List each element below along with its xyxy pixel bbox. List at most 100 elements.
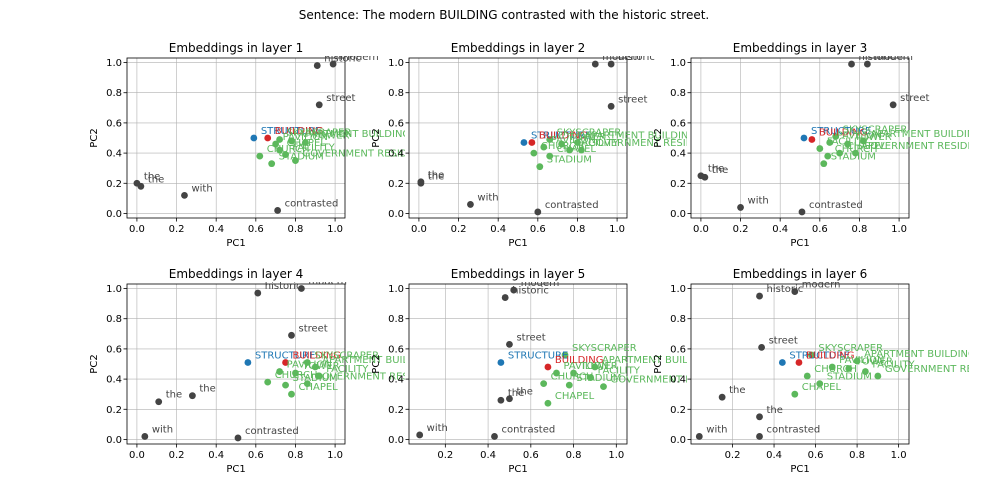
data-label: historic (512, 286, 549, 297)
y-tick-label: 0.2 (388, 405, 404, 416)
data-label: APARTMENT BUILDING (322, 355, 434, 366)
data-label: TOWER (301, 361, 339, 372)
data-label: FACILITY (872, 360, 915, 371)
y-tick-label: 1.0 (388, 58, 404, 69)
data-point (791, 288, 799, 295)
data-label: the (428, 170, 444, 181)
chart-title: Embeddings in layer 2 (451, 41, 585, 55)
data-label: street (326, 93, 355, 104)
data-point (141, 433, 149, 440)
x-tick-label: 0.0 (411, 224, 427, 235)
data-point (546, 136, 554, 143)
data-label: FACILITY (577, 138, 620, 149)
data-label: with (152, 424, 173, 435)
data-label: the (428, 171, 444, 182)
y-tick-label: 0.0 (106, 435, 122, 446)
plot-frame (408, 283, 628, 445)
data-label: SKYSCRAPER (557, 128, 622, 139)
data-points (417, 60, 615, 216)
data-label: FACILITY (326, 364, 369, 375)
data-point (826, 139, 834, 146)
data-point (574, 139, 581, 146)
data-label: CHAPEL (802, 382, 842, 393)
x-tick-label: 1.0 (327, 224, 343, 235)
data-point (824, 152, 832, 160)
data-point (852, 149, 859, 157)
y-tick-label: 0.6 (670, 118, 686, 129)
x-tick-label: 0.6 (530, 224, 546, 235)
data-label: FACILITY (827, 137, 870, 148)
data-label: PAVILION (837, 131, 882, 142)
y-tick-label: 0.0 (106, 209, 122, 220)
data-point (558, 140, 565, 148)
y-axis-label: PC2 (371, 128, 382, 147)
data-point (848, 60, 855, 68)
x-tick-label: 0.0 (129, 224, 145, 235)
y-tick-label: 0.4 (670, 149, 686, 160)
data-point (874, 372, 882, 380)
y-tick-label: 0.8 (106, 88, 122, 99)
data-point (491, 433, 498, 440)
data-point (561, 351, 569, 359)
y-tick-label: 0.8 (670, 88, 686, 99)
data-label: historic (767, 284, 804, 295)
data-label: BUILDING (275, 126, 324, 137)
y-axis-label: PC2 (89, 128, 100, 147)
data-label: GOVERNMENT RESIDENCE (314, 372, 446, 383)
x-tick-label: 0.6 (248, 224, 264, 235)
x-tick-label: 0.4 (480, 450, 496, 461)
data-label: contrasted (767, 424, 821, 435)
x-axis-label: PC1 (508, 464, 527, 475)
x-axis-label: PC1 (790, 464, 809, 475)
data-label: modern (340, 52, 379, 63)
data-label: APARTMENT BUILDING (864, 349, 976, 360)
data-point (497, 396, 505, 404)
data-point (570, 369, 577, 377)
chart-title: Embeddings in layer 1 (169, 41, 303, 55)
chart-title: Embeddings in layer 5 (451, 267, 585, 281)
y-tick-label: 0.6 (388, 118, 404, 129)
y-tick-label: 0.0 (670, 209, 686, 220)
data-points (141, 285, 323, 442)
data-point (497, 359, 505, 366)
data-label: CHAPEL (557, 144, 597, 155)
data-label: TOWER (568, 132, 606, 143)
data-label: GOVERNMENT RESIDENCE (862, 141, 994, 152)
data-point (298, 285, 305, 292)
data-point (591, 363, 599, 371)
data-label: CHURCH (551, 372, 594, 383)
data-point (836, 149, 844, 157)
data-label: STADIUM (293, 373, 338, 384)
data-label: the (144, 171, 160, 182)
y-tick-label: 0.0 (388, 209, 404, 220)
y-tick-label: 0.2 (670, 405, 686, 416)
data-point (528, 139, 536, 146)
data-point (540, 380, 548, 388)
y-tick-label: 0.8 (106, 314, 122, 325)
data-point (254, 289, 262, 297)
data-point (758, 343, 765, 351)
data-point (844, 140, 851, 148)
data-point (282, 359, 289, 366)
data-label: modern (308, 277, 347, 288)
x-tick-label: 0.8 (570, 224, 586, 235)
data-label: modern (802, 280, 841, 291)
x-tick-label: 0.2 (451, 224, 467, 235)
data-point (264, 378, 272, 386)
data-point (510, 286, 518, 294)
x-tick-label: 0.8 (288, 450, 304, 461)
data-label: APARTMENT BUILDING (870, 129, 982, 140)
data-label: PAVILION (283, 132, 328, 143)
data-point (234, 434, 242, 442)
data-point (530, 149, 538, 157)
data-label: GOVERNMENT RESIDENCE (302, 149, 434, 160)
data-label: CHAPEL (287, 138, 327, 149)
data-label: with (748, 195, 769, 206)
data-point (607, 60, 615, 68)
data-point (303, 359, 311, 366)
y-axis-label: PC2 (653, 354, 664, 373)
data-label: FACILITY (598, 366, 641, 377)
y-tick-label: 0.2 (388, 179, 404, 190)
